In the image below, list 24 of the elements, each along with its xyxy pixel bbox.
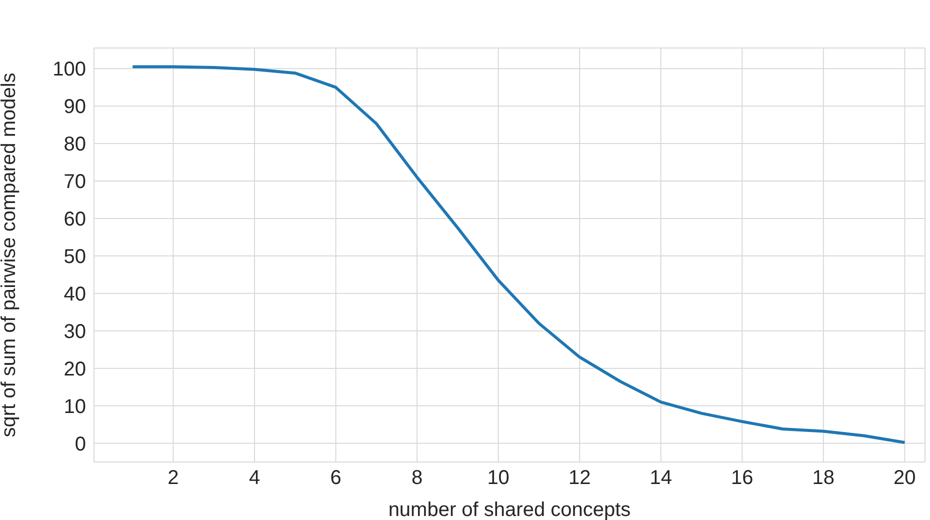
y-tick-label: 10: [64, 396, 86, 418]
x-tick-label: 20: [894, 467, 916, 490]
x-tick-label: 16: [731, 467, 754, 490]
y-tick-label: 80: [64, 134, 86, 156]
y-tick-label: 50: [64, 246, 86, 268]
y-tick-label: 100: [52, 58, 86, 81]
x-tick-label: 12: [568, 467, 591, 490]
x-tick-label: 4: [248, 467, 260, 490]
x-tick-label: 6: [330, 467, 342, 490]
y-tick-label: 70: [64, 171, 86, 194]
y-tick-label: 30: [64, 320, 86, 343]
line-series: [131, 65, 906, 444]
x-tick-label: 14: [650, 467, 672, 490]
x-tick-label: 18: [812, 467, 835, 490]
y-tick-label: 0: [74, 433, 86, 456]
x-tick-label: 10: [487, 467, 510, 490]
x-tick-label: 2: [168, 467, 179, 490]
y-axis-title: sqrt of sum of pairwise compared models: [0, 72, 20, 438]
x-axis-title: number of shared concepts: [388, 499, 631, 520]
x-tick-label: 8: [411, 467, 423, 490]
y-tick-label: 60: [64, 208, 86, 231]
y-tick-label: 20: [64, 358, 86, 380]
y-tick-label: 90: [64, 96, 86, 118]
y-tick-label: 40: [64, 284, 86, 306]
